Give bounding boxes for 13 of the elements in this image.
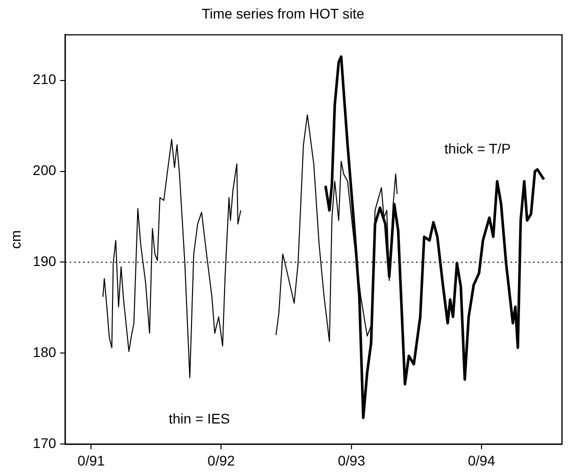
chart-title: Time series from HOT site	[202, 5, 364, 22]
annotation: thin = IES	[168, 410, 230, 426]
annotation: thick = T/P	[444, 140, 511, 156]
y-axis-title: cm	[7, 230, 24, 249]
y-tick-label: 170	[32, 435, 56, 452]
y-tick-label: 210	[32, 71, 56, 88]
x-tick-label: 0/91	[78, 452, 105, 468]
y-tick-label: 190	[32, 253, 56, 270]
y-tick-label: 180	[32, 344, 56, 360]
x-tick-label: 0/93	[338, 452, 366, 468]
x-tick-label: 0/92	[208, 452, 235, 468]
y-tick-label: 200	[32, 162, 56, 178]
x-tick-label: 0/94	[468, 452, 496, 468]
